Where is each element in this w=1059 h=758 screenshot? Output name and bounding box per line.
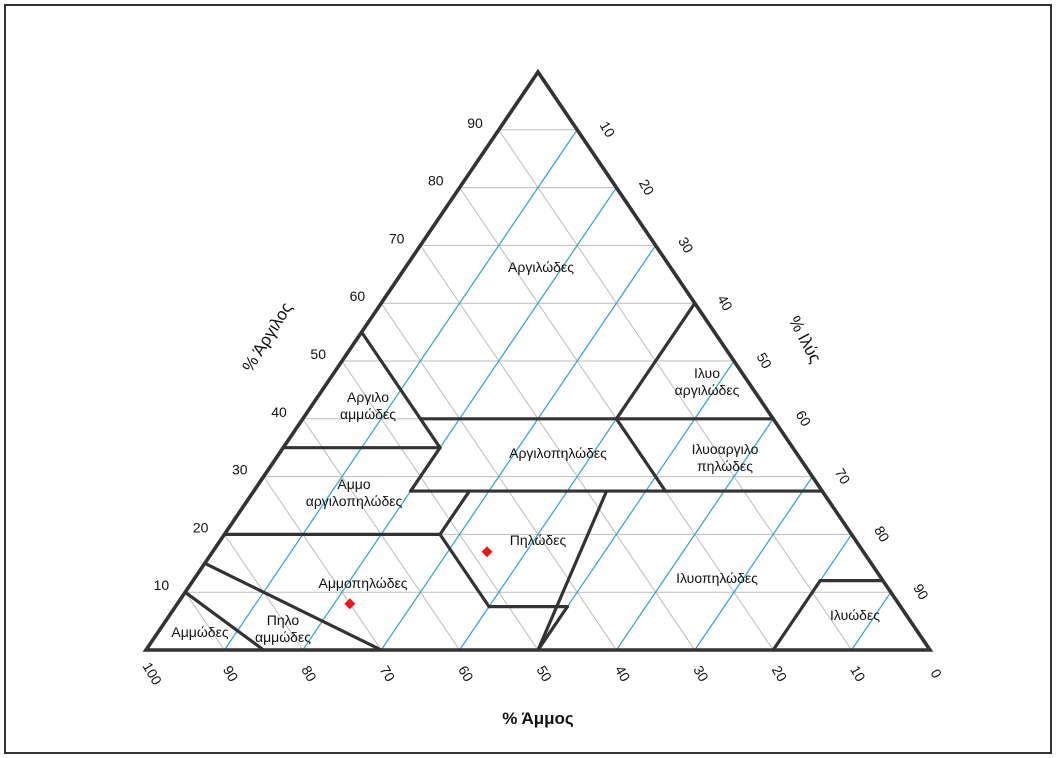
sand-axis-title: % Άμμος bbox=[502, 709, 574, 728]
texture-boundary bbox=[536, 489, 609, 652]
sand-tick-label: 70 bbox=[377, 663, 399, 685]
chart-frame bbox=[4, 4, 1052, 754]
region-label-silt: Ιλυώδες bbox=[830, 607, 880, 623]
clay-axis-title: % Άργιλος bbox=[239, 299, 296, 375]
sand-gridline bbox=[341, 360, 539, 651]
sand-tick-label: 100 bbox=[140, 659, 166, 687]
region-label-sand: Αμμώδες bbox=[171, 624, 228, 640]
silt-tick-label: 80 bbox=[871, 523, 893, 545]
region-label-loamy-sand: Πηλο αμμώδες bbox=[255, 612, 311, 645]
region-label-clay-loam: Αργιλοπηλώδες bbox=[509, 445, 607, 461]
texture-boundary bbox=[536, 605, 570, 652]
sand-gridline bbox=[184, 591, 225, 651]
silt-tick-label: 70 bbox=[832, 465, 854, 487]
region-label-silty-clay-loam: Ιλυοαργιλο πηλώδες bbox=[692, 441, 759, 474]
silt-tick-label: 20 bbox=[636, 176, 658, 198]
region-label-clay: Αργιλώδες bbox=[508, 259, 574, 275]
sand-tick-label: 0 bbox=[927, 666, 945, 681]
silt-tick-label: 40 bbox=[714, 292, 736, 314]
sand-gridline bbox=[263, 476, 382, 651]
sand-tick-label: 80 bbox=[298, 663, 320, 685]
region-label-loam: Πηλώδες bbox=[510, 532, 567, 548]
texture-boundary bbox=[418, 417, 442, 450]
sand-tick-label: 30 bbox=[690, 663, 712, 685]
clay-tick-label: 30 bbox=[232, 462, 248, 478]
sand-gridline bbox=[498, 129, 853, 651]
texture-boundary bbox=[771, 579, 822, 652]
clay-tick-label: 50 bbox=[310, 346, 326, 362]
silt-tick-label: 10 bbox=[597, 119, 619, 141]
texture-boundary bbox=[614, 417, 668, 493]
silt-tick-label: 30 bbox=[675, 234, 697, 256]
region-label-sandy-loam: Αμμοπηλώδες bbox=[318, 575, 407, 591]
silt-gridline bbox=[537, 360, 735, 651]
silt-axis-title: % Ιλύς bbox=[785, 313, 825, 366]
sand-gridline bbox=[419, 244, 696, 651]
region-label-silt-loam: Ιλυοπηλώδες bbox=[676, 570, 758, 586]
texture-boundary bbox=[438, 532, 491, 609]
clay-tick-label: 60 bbox=[350, 288, 366, 304]
sand-tick-label: 90 bbox=[220, 663, 242, 685]
clay-tick-label: 20 bbox=[193, 519, 209, 535]
silt-gridline bbox=[694, 475, 814, 651]
region-label-sandy-clay: Αργιλο αμμώδες bbox=[340, 389, 396, 422]
clay-tick-label: 70 bbox=[389, 230, 405, 246]
silt-tick-label: 50 bbox=[754, 350, 776, 372]
silt-gridline bbox=[850, 591, 892, 651]
sand-tick-label: 10 bbox=[847, 663, 869, 685]
region-label-sandy-clay-loam: Αμμο αργιλοπηλώδες bbox=[306, 476, 403, 509]
texture-boundary bbox=[360, 330, 422, 421]
triangle-outline bbox=[142, 68, 934, 652]
sand-tick-label: 40 bbox=[612, 663, 634, 685]
texture-boundary bbox=[203, 561, 383, 652]
silt-tick-label: 60 bbox=[793, 408, 815, 430]
texture-boundary bbox=[614, 301, 697, 421]
region-label-silty-clay: Ιλυο αργιλώδες bbox=[675, 365, 740, 398]
texture-boundary bbox=[183, 590, 266, 652]
sand-tick-label: 20 bbox=[769, 663, 791, 685]
data-point-marker bbox=[344, 598, 356, 610]
sand-tick-label: 50 bbox=[534, 663, 556, 685]
texture-boundary bbox=[409, 446, 442, 493]
clay-tick-label: 90 bbox=[467, 115, 483, 131]
silt-gridline bbox=[615, 418, 774, 651]
clay-tick-label: 10 bbox=[154, 577, 170, 593]
sand-tick-label: 60 bbox=[455, 663, 477, 685]
silt-tick-label: 90 bbox=[910, 581, 932, 603]
silt-gridline bbox=[380, 244, 657, 651]
data-point-marker bbox=[481, 546, 493, 558]
clay-tick-label: 80 bbox=[428, 173, 444, 189]
clay-tick-label: 40 bbox=[271, 404, 287, 420]
texture-boundary bbox=[438, 489, 471, 537]
